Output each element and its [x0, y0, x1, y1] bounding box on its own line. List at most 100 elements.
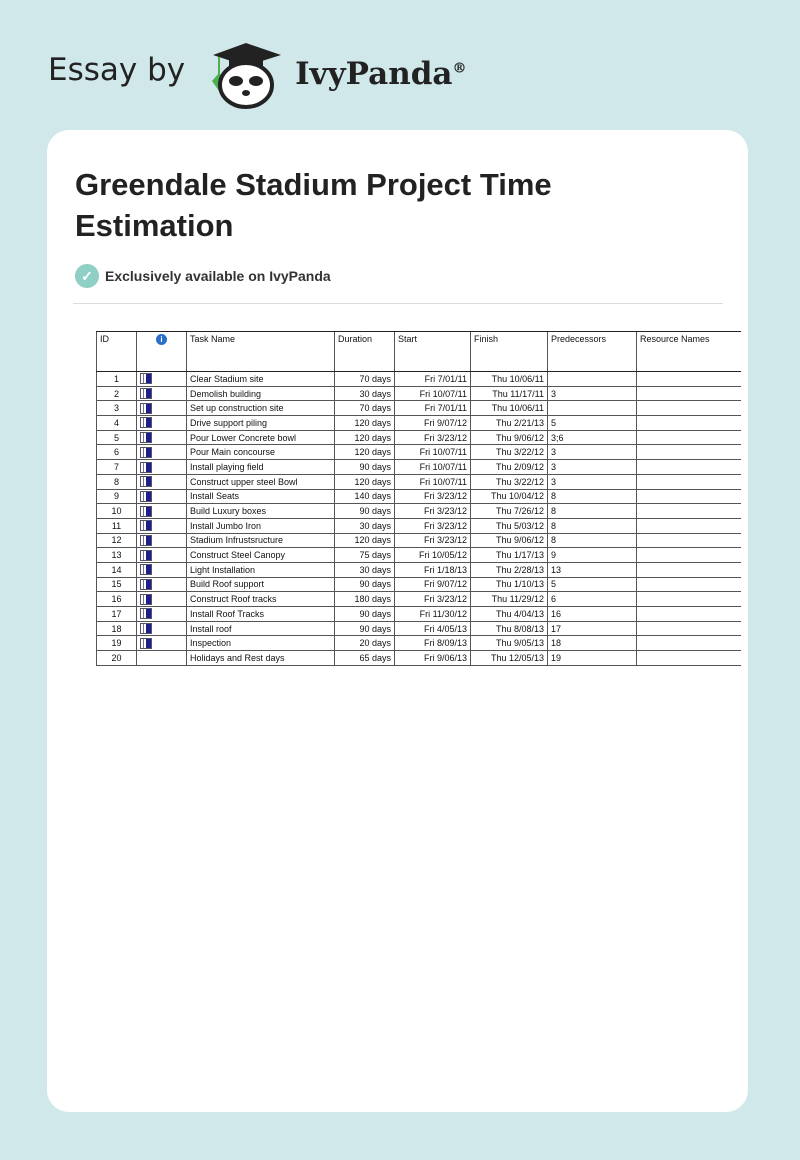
task-grid-icon	[140, 461, 152, 473]
table-row[interactable]: 17 Install Roof Tracks 90 days Fri 11/30/12…	[96, 606, 741, 622]
table-row[interactable]: 9 Install Seats 140 days Fri 3/23/12 Thu 10/…	[96, 489, 741, 505]
resource-cell	[636, 430, 741, 446]
table-row[interactable]: 7 Install playing field 90 days Fri 10/07/1…	[96, 459, 741, 475]
table-row[interactable]: 19 Inspection 20 days Fri 8/09/13 Thu 9/05/1…	[96, 635, 741, 652]
table-cell: 11	[96, 518, 137, 534]
task-grid-icon	[140, 593, 152, 605]
task-grid-icon	[140, 564, 152, 576]
table-row[interactable]: 11 Install Jumbo Iron 30 days Fri 3/23/12 Th…	[96, 518, 741, 534]
table-cell: 90 days	[334, 621, 395, 637]
column-header: ID	[96, 331, 137, 372]
table-cell: 90 days	[334, 606, 395, 622]
table-row[interactable]: 5 Pour Lower Concrete bowl 120 days Fri 3/2…	[96, 430, 741, 446]
column-header: Start	[394, 331, 471, 372]
resource-cell	[636, 562, 741, 578]
table-row[interactable]: 18 Install roof 90 days Fri 4/05/13 Thu 8/08…	[96, 621, 741, 637]
task-grid-icon	[140, 388, 152, 400]
table-cell: 140 days	[334, 489, 395, 505]
table-cell: Fri 10/05/12	[394, 547, 471, 563]
indicator-cell	[136, 533, 187, 549]
table-row[interactable]: 1 Clear Stadium site 70 days Fri 7/01/11 Thu…	[96, 371, 741, 387]
table-cell: 120 days	[334, 474, 395, 490]
table-row[interactable]: 20 Holidays and Rest days 65 days Fri 9/06/…	[96, 650, 741, 666]
task-grid-icon	[140, 637, 152, 649]
indicator-cell	[136, 518, 187, 534]
indicator-cell	[136, 547, 187, 563]
table-row[interactable]: 10 Build Luxury boxes 90 days Fri 3/23/12 Th…	[96, 503, 741, 519]
task-grid-icon	[140, 549, 152, 561]
table-cell: Fri 10/07/11	[394, 474, 471, 490]
table-cell: Thu 9/06/12	[470, 430, 548, 446]
table-cell: Thu 4/04/13	[470, 606, 548, 622]
table-row[interactable]: 8 Construct upper steel Bowl 120 days Fri 1…	[96, 474, 741, 490]
table-row[interactable]: 2 Demolish building 30 days Fri 10/07/11 Thu…	[96, 386, 741, 402]
resource-cell	[636, 591, 741, 607]
resource-cell	[636, 503, 741, 519]
table-cell: Drive support piling	[186, 415, 335, 431]
table-cell: Thu 7/26/12	[470, 503, 548, 519]
table-cell: 120 days	[334, 444, 395, 461]
table-cell: 16	[96, 591, 137, 607]
table-cell: 20 days	[334, 635, 395, 652]
table-row[interactable]: 12 Stadium Infrustsructure 120 days Fri 3/2…	[96, 533, 741, 549]
table-cell: Clear Stadium site	[186, 371, 335, 387]
table-cell: Fri 10/07/11	[394, 459, 471, 475]
table-cell: 90 days	[334, 459, 395, 475]
table-cell: Thu 2/09/12	[470, 459, 548, 475]
table-cell: 9	[547, 547, 637, 563]
indicator-cell	[136, 503, 187, 519]
table-row[interactable]: 14 Light Installation 30 days Fri 1/18/13 Th…	[96, 562, 741, 578]
table-cell: Thu 8/08/13	[470, 621, 548, 637]
resource-cell	[636, 635, 741, 652]
table-cell: 19	[96, 635, 137, 652]
table-cell: Thu 10/06/11	[470, 371, 548, 387]
table-cell: 12	[96, 533, 137, 549]
indicator-cell	[136, 400, 187, 417]
table-cell: Thu 2/21/13	[470, 415, 548, 431]
table-cell: 17	[96, 606, 137, 622]
brand-logo[interactable]: Essay by IvyPanda®	[48, 40, 467, 110]
table-row[interactable]: 4 Drive support piling 120 days Fri 9/07/12…	[96, 415, 741, 431]
brand-name: IvyPanda	[295, 56, 453, 92]
table-cell: 30 days	[334, 386, 395, 402]
task-grid-icon	[140, 520, 152, 532]
table-cell: 5	[547, 415, 637, 431]
table-cell: 30 days	[334, 518, 395, 534]
table-row[interactable]: 16 Construct Roof tracks 180 days Fri 3/23/…	[96, 591, 741, 607]
column-header: Finish	[470, 331, 548, 372]
table-cell: 13	[547, 562, 637, 578]
task-table: ID i Task Name Duration Start Finish Predecess…	[96, 331, 741, 666]
table-cell: Stadium Infrustsructure	[186, 533, 335, 549]
table-cell: 6	[547, 591, 637, 607]
table-cell: 30 days	[334, 562, 395, 578]
table-row[interactable]: 6 Pour Main concourse 120 days Fri 10/07/11…	[96, 444, 741, 461]
table-cell: Holidays and Rest days	[186, 650, 335, 666]
table-cell: Fri 4/05/13	[394, 621, 471, 637]
indicator-cell	[136, 474, 187, 490]
table-cell: 3	[547, 444, 637, 461]
resource-cell	[636, 459, 741, 475]
indicator-cell	[136, 444, 187, 461]
table-cell: Fri 3/23/12	[394, 430, 471, 446]
table-cell: 3	[547, 459, 637, 475]
table-cell: 5	[547, 577, 637, 593]
table-cell: Construct upper steel Bowl	[186, 474, 335, 490]
task-grid-icon	[140, 623, 152, 635]
resource-cell	[636, 533, 741, 549]
task-grid-icon	[140, 373, 152, 385]
info-icon: i	[156, 334, 167, 345]
table-cell: 20	[96, 650, 137, 666]
table-cell: Thu 11/29/12	[470, 591, 548, 607]
table-cell: Fri 7/01/11	[394, 400, 471, 417]
table-cell: 70 days	[334, 400, 395, 417]
table-cell: Fri 7/01/11	[394, 371, 471, 387]
table-cell: 15	[96, 577, 137, 593]
table-row[interactable]: 3 Set up construction site 70 days Fri 7/01…	[96, 400, 741, 417]
table-row[interactable]: 13 Construct Steel Canopy 75 days Fri 10/05…	[96, 547, 741, 563]
table-cell: 3	[547, 386, 637, 402]
exclusive-badge: ✓ Exclusively available on IvyPanda	[75, 264, 331, 288]
table-row[interactable]: 15 Build Roof support 90 days Fri 9/07/12 Th…	[96, 577, 741, 593]
resource-cell	[636, 386, 741, 402]
indicator-cell	[136, 459, 187, 475]
table-cell: 8	[547, 503, 637, 519]
